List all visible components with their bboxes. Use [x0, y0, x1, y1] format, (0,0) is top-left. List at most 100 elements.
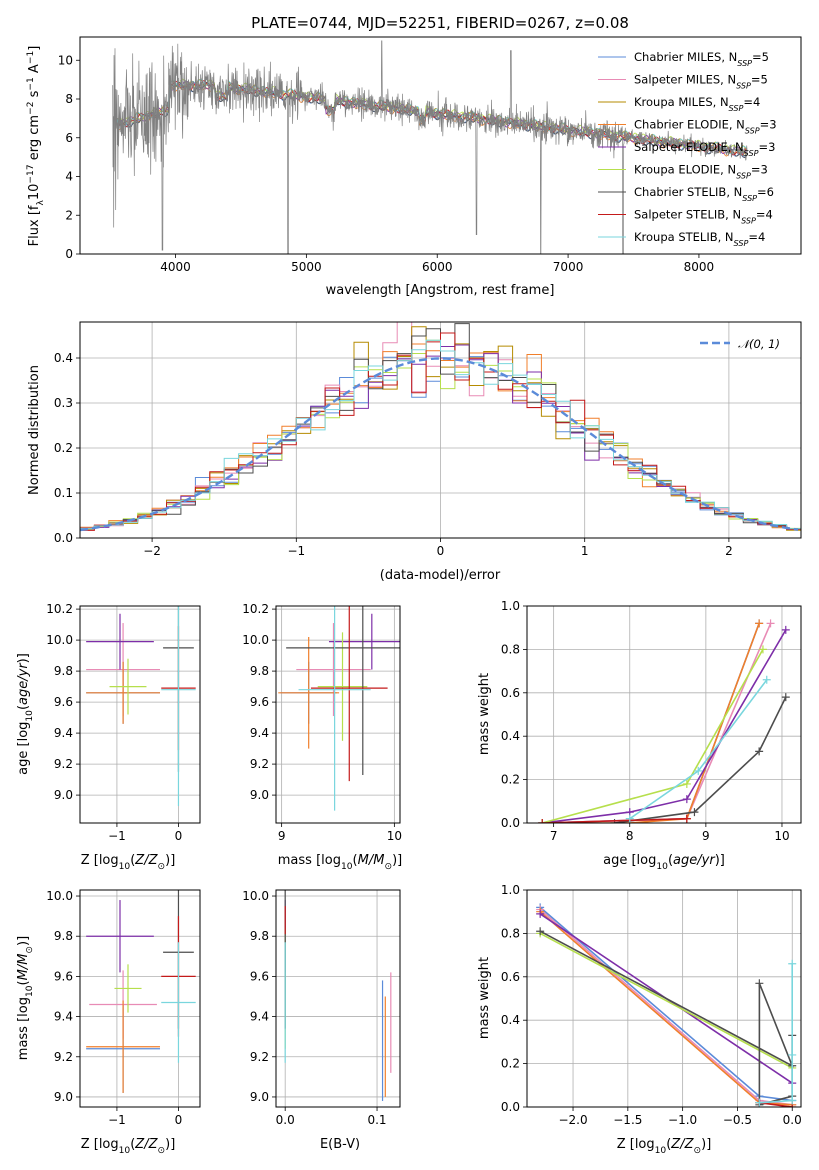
- y-axis-label: Normed distribution: [27, 365, 42, 495]
- x-tick-label: −1.5: [613, 1113, 642, 1127]
- x-tick-label: 8: [626, 829, 634, 843]
- y-tick-label: 0: [65, 247, 73, 261]
- x-tick-label: 10: [774, 829, 789, 843]
- x-axis-label: Z [log10(Z/Z⊙)]: [617, 1137, 712, 1156]
- y-tick-label: 0.3: [54, 396, 73, 410]
- y-tick-label: 0.0: [54, 531, 73, 545]
- x-tick-label: 0.1: [367, 1113, 386, 1127]
- y-tick-label: 9.0: [54, 788, 73, 802]
- mass-vs-extinction-panel: [272, 890, 400, 1111]
- y-tick-label: 2: [65, 208, 73, 222]
- mass-weight-vs-age-panel-frame: [526, 605, 802, 824]
- mass-weight-marker: [755, 747, 764, 756]
- x-tick-label: 7: [550, 829, 558, 843]
- residual-panel-plot-area: [80, 322, 801, 538]
- x-tick-label: 2: [725, 544, 733, 558]
- x-tick-label: 7000: [553, 260, 584, 274]
- y-axis-label: mass [log10(M/M⊙)]: [16, 936, 35, 1060]
- y-tick-label: 9.2: [54, 757, 73, 771]
- mass-weight-marker: [762, 675, 771, 684]
- x-axis-label: age [log10(age/yr)]: [603, 853, 725, 872]
- mass-vs-metallicity-panel: [76, 890, 200, 1111]
- y-tick-label: 10.0: [242, 889, 269, 903]
- mass-weight-marker: [766, 619, 775, 628]
- normal-reference-curve: [80, 357, 799, 532]
- residual-histogram: [80, 339, 801, 530]
- mass-vs-extinction-panel-plot-area: [276, 890, 400, 1107]
- mass-weight-vs-age-panel-plot-area: [527, 606, 801, 823]
- mass-weight-marker: [781, 693, 790, 702]
- mass-weight-line: [539, 932, 793, 1069]
- mass-weight-marker: [758, 645, 767, 654]
- y-axis-label: mass weight: [477, 673, 492, 755]
- x-tick-label: 5000: [291, 260, 322, 274]
- x-tick-label: −2: [143, 544, 161, 558]
- age-vs-mass-panel-frame: [275, 605, 401, 824]
- x-tick-label: 0.0: [276, 1113, 295, 1127]
- x-tick-label: −1: [108, 829, 126, 843]
- y-axis-label: age [log10(age/yr)]: [16, 653, 35, 775]
- mass-weight-marker: [690, 808, 699, 817]
- y-tick-label: 0.2: [501, 1057, 520, 1071]
- x-tick-label: 4000: [160, 260, 191, 274]
- mass-weight-vs-metallicity-panel-plot-area: [527, 890, 801, 1107]
- y-tick-label: 10.0: [242, 633, 269, 647]
- mass-weight-marker: [788, 1096, 797, 1105]
- y-tick-label: 10: [58, 53, 73, 67]
- x-tick-label: 0.0: [783, 1113, 802, 1127]
- x-tick-label: −0.5: [723, 1113, 752, 1127]
- mass-weight-line: [614, 696, 787, 823]
- y-tick-label: 9.6: [54, 969, 73, 983]
- residual-panel-frame: [79, 321, 802, 539]
- mass-weight-line: [542, 629, 787, 823]
- mass-weight-marker: [536, 927, 545, 936]
- y-tick-label: 9.0: [250, 788, 269, 802]
- mass-weight-marker: [781, 625, 790, 634]
- x-tick-label: −2.0: [558, 1113, 587, 1127]
- x-tick-label: −1: [108, 1113, 126, 1127]
- y-tick-label: 0.8: [501, 642, 520, 656]
- y-tick-label: 9.4: [250, 726, 269, 740]
- mass-weight-line: [539, 906, 793, 1102]
- y-tick-label: 1.0: [501, 599, 520, 613]
- y-tick-label: 0.4: [501, 1013, 520, 1027]
- mass-weight-marker: [682, 795, 691, 804]
- spectrum-panel-plot-area: [112, 40, 748, 254]
- y-tick-label: 1.0: [501, 883, 520, 897]
- spectrum-panel: [76, 40, 748, 258]
- mass-weight-marker: [536, 909, 545, 918]
- y-tick-label: 9.2: [250, 1050, 269, 1064]
- age-vs-metallicity-panel: [76, 606, 200, 827]
- x-axis-label: (data-model)/error: [380, 568, 501, 583]
- y-tick-label: 10.0: [46, 889, 73, 903]
- x-axis-label: wavelength [Angstrom, rest frame]: [326, 283, 555, 298]
- mass-weight-marker: [755, 979, 764, 988]
- y-tick-label: 9.8: [250, 929, 269, 943]
- y-tick-label: 10.2: [46, 602, 73, 616]
- y-tick-label: 9.8: [54, 929, 73, 943]
- x-axis-label: E(B-V): [320, 1137, 360, 1152]
- x-tick-label: −1: [287, 544, 305, 558]
- age-vs-mass-panel: [272, 606, 400, 827]
- mass-weight-marker: [538, 819, 547, 823]
- mass-vs-extinction-panel-frame: [275, 889, 401, 1108]
- mass-weight-marker: [625, 814, 634, 823]
- mass-weight-marker: [682, 814, 691, 823]
- mass-weight-marker: [755, 1098, 764, 1107]
- mass-weight-vs-metallicity-panel-frame: [526, 889, 802, 1108]
- y-tick-label: 9.2: [250, 757, 269, 771]
- legend-label: Kroupa ELODIE, NSSP=3: [634, 163, 768, 181]
- y-tick-label: 9.4: [250, 1010, 269, 1024]
- x-tick-label: 0: [175, 1113, 183, 1127]
- y-tick-label: 0.2: [501, 773, 520, 787]
- y-tick-label: 10.0: [46, 633, 73, 647]
- y-tick-label: 9.0: [54, 1090, 73, 1104]
- observed-spectrum-line: [112, 40, 748, 254]
- legend-label: Chabrier MILES, NSSP=5: [634, 50, 769, 68]
- legend-label: Kroupa MILES, NSSP=4: [634, 95, 760, 113]
- legend: Chabrier MILES, NSSP=5 Salpeter MILES, NS…: [598, 50, 777, 248]
- y-tick-label: 0.8: [501, 926, 520, 940]
- mass-weight-marker: [788, 959, 797, 968]
- y-tick-label: 6: [65, 131, 73, 145]
